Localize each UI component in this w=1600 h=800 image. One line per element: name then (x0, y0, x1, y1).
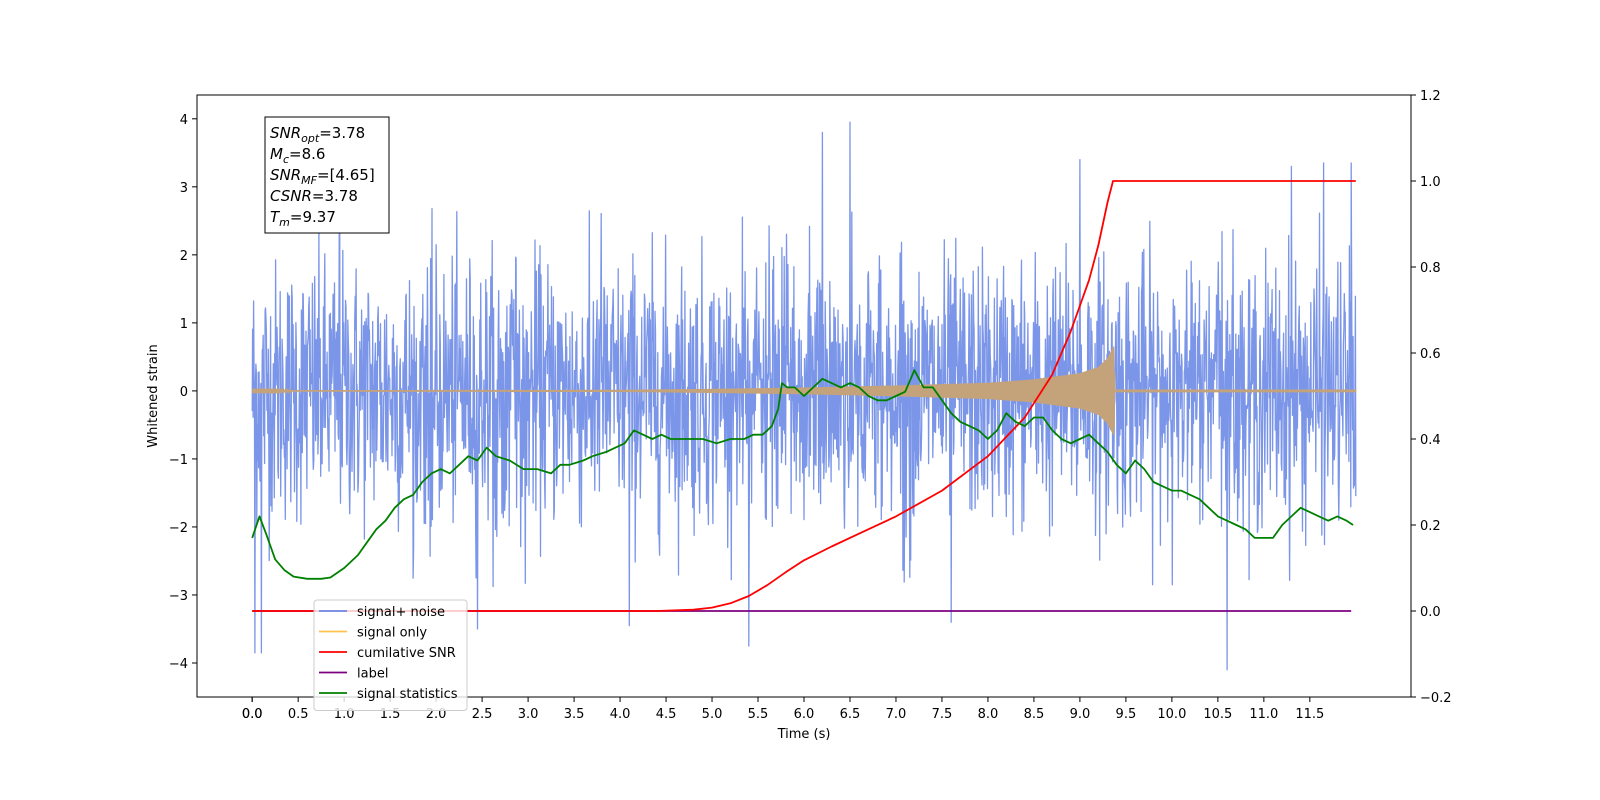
series-signal-statistics (251, 369, 1354, 580)
legend-label: cumilative SNR (357, 646, 456, 661)
x-tick-label: 0.5 (288, 707, 309, 722)
y-left-tick-label: 3 (180, 181, 188, 196)
x-tick-label: 3.0 (518, 707, 539, 722)
legend-label: signal+ noise (357, 605, 445, 620)
x-tick-label: 2.5 (472, 707, 493, 722)
y-right-tick-label: 0.8 (1420, 261, 1441, 276)
x-tick-label: 9.0 (1070, 707, 1091, 722)
y-right-tick-label: 0.2 (1420, 519, 1441, 534)
x-tick-label: 11.0 (1249, 707, 1278, 722)
legend-box (313, 599, 468, 711)
info-value: =[4.65] (317, 166, 375, 184)
y-right-tick-label: 1.2 (1420, 89, 1441, 104)
x-tick-label: 9.5 (1116, 707, 1137, 722)
x-tick-label: 4.0 (610, 707, 631, 722)
x-tick-label: 6.5 (840, 707, 861, 722)
x-tick-label: 0.0 (242, 707, 263, 722)
x-tick-label: 10.0 (1157, 707, 1186, 722)
legend-label: signal statistics (357, 687, 458, 702)
axes: 0.00.0 0.5 1.0 1.5 2.0 2.5 3.0 3.5 4.0 4.5 5.0 5.5 6… (146, 89, 1452, 742)
legend-label: label (357, 667, 388, 682)
info-box: SNRopt=3.78Mc=8.6SNRMF=[4.65]CSNR=3.78Tm… (264, 116, 390, 234)
y-left-tick-label: 2 (180, 249, 188, 264)
info-subscript: MF (301, 174, 317, 187)
plot-clip (251, 121, 1357, 671)
info-line: CSNR=3.78 (270, 187, 358, 205)
x-tick-label: 3.5 (564, 707, 585, 722)
info-subscript: c (283, 153, 289, 166)
y-left-tick-label: −3 (169, 589, 188, 604)
x-tick-label: 11.5 (1295, 707, 1324, 722)
x-tick-label: 8.0 (978, 707, 999, 722)
x-tick-label: 5.0 (702, 707, 723, 722)
y-left-tick-label: −4 (169, 657, 188, 672)
x-tick-label: 8.5 (1024, 707, 1045, 722)
info-line: Mc=8.6 (270, 145, 325, 166)
legend: signal+ noise signal only cumilative SNR la… (313, 599, 468, 711)
series-signal-only (251, 346, 1357, 435)
y-left-tick-label: 4 (180, 113, 188, 128)
info-subscript: m (279, 216, 290, 229)
series-cumulative-snr (252, 180, 1356, 612)
info-value: =3.78 (312, 187, 358, 205)
x-tick-label: 4.5 (656, 707, 677, 722)
info-symbol: T (270, 208, 281, 226)
x-axis-label: Time (s) (777, 727, 831, 742)
info-value: =8.6 (289, 145, 325, 163)
x-tick-label: 0.0 (242, 707, 263, 722)
x-tick-label: 10.5 (1203, 707, 1232, 722)
x-tick-label: 7.5 (932, 707, 953, 722)
info-line: SNRopt=3.78 (270, 124, 365, 145)
y-left-tick-label: −1 (169, 453, 188, 468)
y-right-tick-label: 1.0 (1420, 175, 1441, 190)
info-box-frame (264, 116, 390, 234)
y-right-tick-label: −0.2 (1420, 691, 1452, 706)
info-value: =3.78 (319, 124, 365, 142)
legend-label: signal only (357, 626, 427, 641)
x-tick-label: 6.0 (794, 707, 815, 722)
y-axis-label: Whitened strain (146, 344, 161, 447)
info-subscript: opt (301, 132, 320, 145)
series-signal-noise (251, 121, 1357, 671)
y-right-tick-label: 0.6 (1420, 347, 1441, 362)
info-line: Tm=9.37 (270, 208, 336, 229)
x-tick-label: 5.5 (748, 707, 769, 722)
y-left-tick-label: 0 (180, 385, 188, 400)
info-value: =9.37 (290, 208, 336, 226)
info-symbol: M (270, 145, 283, 163)
info-symbol: SNR (270, 124, 301, 142)
y-left-tick-label: −2 (169, 521, 188, 536)
info-line: SNRMF=[4.65] (270, 166, 375, 187)
info-symbol: CSNR (270, 187, 312, 205)
y-left-tick-label: 1 (180, 317, 188, 332)
plot-area (251, 121, 1357, 671)
y-right-tick-label: 0.0 (1420, 605, 1441, 620)
y-right-tick-label: 0.4 (1420, 433, 1441, 448)
x-tick-label: 7.0 (886, 707, 907, 722)
info-symbol: SNR (270, 166, 301, 184)
